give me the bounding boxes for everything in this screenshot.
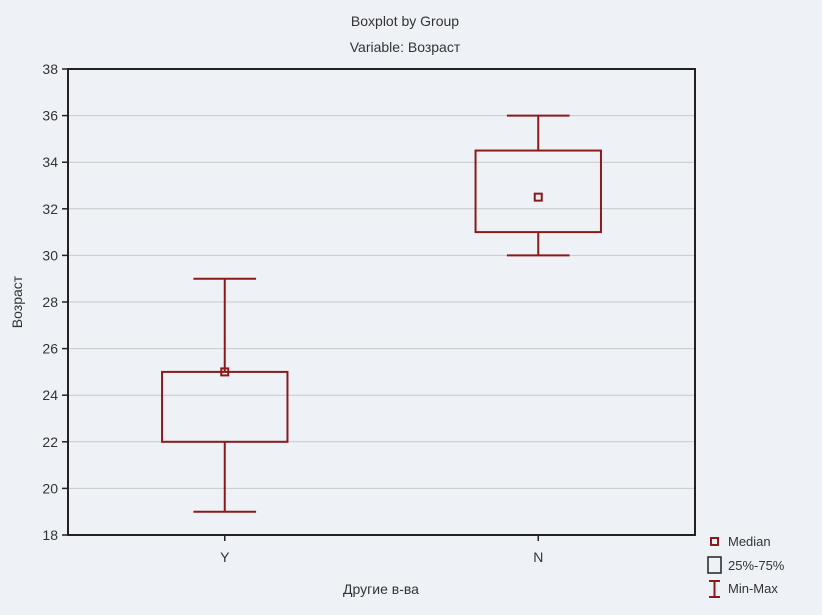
chart-title: Boxplot by Group — [351, 13, 459, 29]
legend-median-icon — [710, 537, 719, 546]
y-tick-label: 26 — [42, 341, 58, 357]
legend-minmax-label: Min-Max — [728, 581, 778, 596]
y-tick-label: 28 — [42, 294, 58, 310]
legend-median-label: Median — [728, 534, 771, 549]
x-tick-label: N — [533, 549, 543, 565]
box-group — [161, 277, 289, 513]
legend: Median 25%-75% Min-Max — [707, 534, 785, 598]
y-axis-label: Возраст — [9, 275, 25, 328]
y-axis-ticks: 18 20 22 24 26 28 30 32 34 36 38 — [42, 61, 68, 543]
x-axis-label: Другие в-ва — [343, 581, 419, 597]
y-tick-label: 36 — [42, 108, 58, 124]
box-iqr — [474, 149, 602, 234]
box-group — [474, 114, 602, 257]
plot-frame — [67, 68, 696, 536]
legend-box-icon — [707, 556, 722, 574]
boxes — [161, 114, 602, 513]
median-marker — [220, 367, 230, 377]
y-tick-label: 38 — [42, 61, 58, 77]
y-tick-label: 34 — [42, 154, 58, 170]
y-tick-label: 30 — [42, 247, 58, 263]
y-tick-label: 20 — [42, 480, 58, 496]
y-tick-label: 24 — [42, 387, 58, 403]
legend-minmax-icon — [709, 580, 720, 598]
x-tick-label: Y — [220, 549, 230, 565]
legend-box-label: 25%-75% — [728, 558, 785, 573]
box-iqr — [161, 370, 289, 443]
y-tick-label: 18 — [42, 527, 58, 543]
y-tick-label: 22 — [42, 434, 58, 450]
y-tick-label: 32 — [42, 201, 58, 217]
chart-subtitle: Variable: Возраст — [350, 39, 461, 55]
median-marker — [533, 192, 543, 202]
